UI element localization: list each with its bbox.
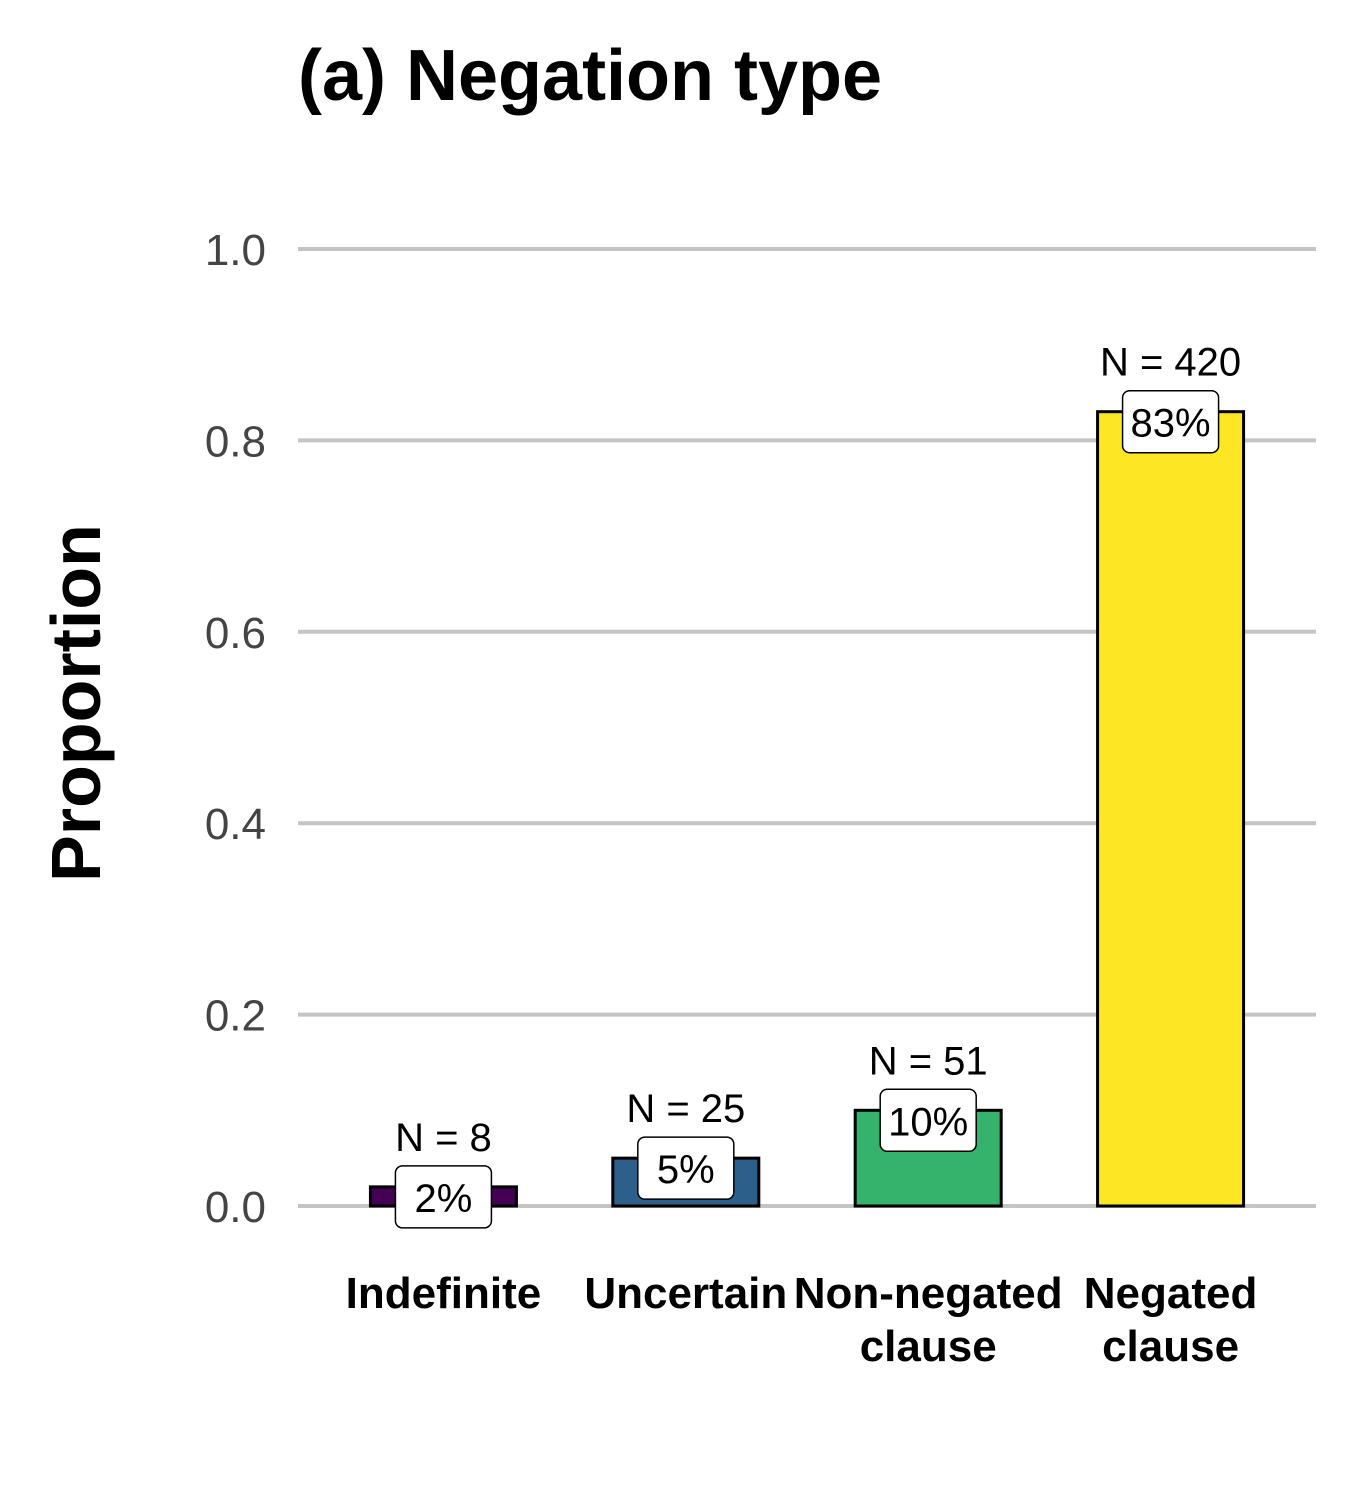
percent-label-box [879,1088,977,1153]
percent-label: 10% [888,1100,968,1144]
y-tick-label: 1.0 [205,226,266,275]
count-label: N = 25 [626,1087,745,1131]
percent-label: 83% [1131,402,1211,446]
y-tick-label: 0.0 [205,1183,266,1232]
x-tick-label-line: clause [860,1322,997,1371]
count-label: N = 51 [869,1039,988,1083]
y-tick-label: 0.4 [205,800,266,849]
y-axis-ticks: 0.0 0.2 0.4 0.6 0.8 1.0 [205,226,266,1232]
data-labels: 2% N = 8 5% N = 25 10% N = 51 83% N = 420 [394,341,1241,1229]
bars [368,410,1246,1208]
bar [1096,410,1246,1208]
count-label: N = 420 [1100,341,1241,385]
percent-label: 2% [415,1177,473,1221]
y-tick-label: 0.6 [205,609,266,658]
x-tick-label: Indefinite [346,1269,542,1318]
percent-label: 5% [657,1148,715,1192]
x-tick-label: Negated clause [1084,1269,1258,1371]
x-tick-label-line: Non-negated [794,1269,1063,1318]
x-tick-label-line: Indefinite [346,1269,542,1318]
count-label: N = 8 [395,1116,492,1160]
chart-title: (a) Negation type [298,36,882,116]
y-tick-label: 0.2 [205,992,266,1041]
percent-label-box [637,1136,735,1200]
x-tick-label: Uncertain [584,1269,787,1318]
x-tick-label-line: clause [1102,1322,1239,1371]
x-tick-label-line: Uncertain [584,1269,787,1318]
percent-label-box [1121,389,1220,454]
percent-label-box [394,1165,493,1229]
y-tick-label: 0.8 [205,417,266,466]
x-tick-label-line: Negated [1084,1269,1258,1318]
y-axis-label: Proportion [37,524,115,882]
x-axis-ticks: Indefinite Uncertain Non-negated clauseNega… [346,1269,1258,1371]
x-tick-label: Non-negated clause [794,1269,1063,1371]
